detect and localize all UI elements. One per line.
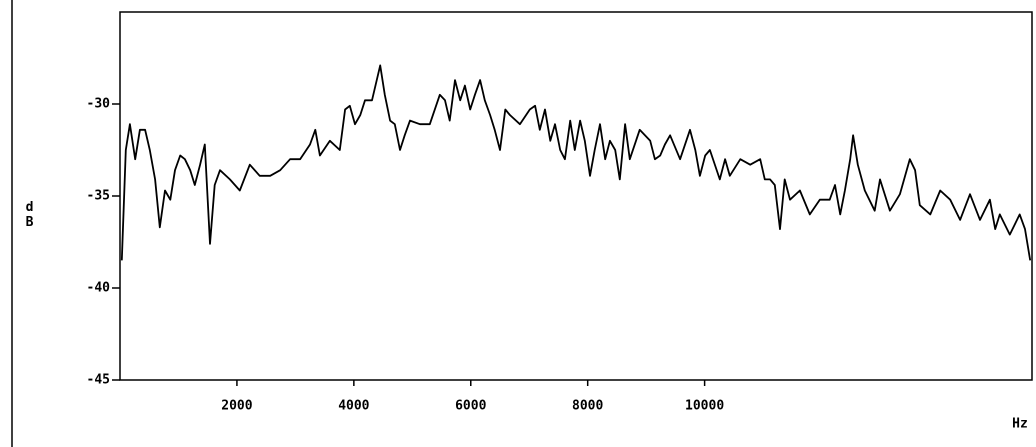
y-tick-label: -40 [87, 281, 111, 296]
y-axis-label: dB [22, 200, 37, 230]
x-tick-label: 8000 [572, 399, 603, 414]
x-tick-label: 2000 [221, 399, 252, 414]
x-tick-label: 10000 [685, 399, 724, 414]
y-tick-label: -30 [87, 97, 111, 112]
plot-frame [119, 11, 1033, 381]
x-tick-label: 6000 [455, 399, 486, 414]
x-axis-label: Hz [1012, 417, 1028, 432]
y-tick-label: -35 [87, 189, 110, 204]
y-tick-label: -45 [87, 373, 110, 388]
x-tick-label: 4000 [338, 399, 369, 414]
spectrum-line [120, 64, 1032, 261]
